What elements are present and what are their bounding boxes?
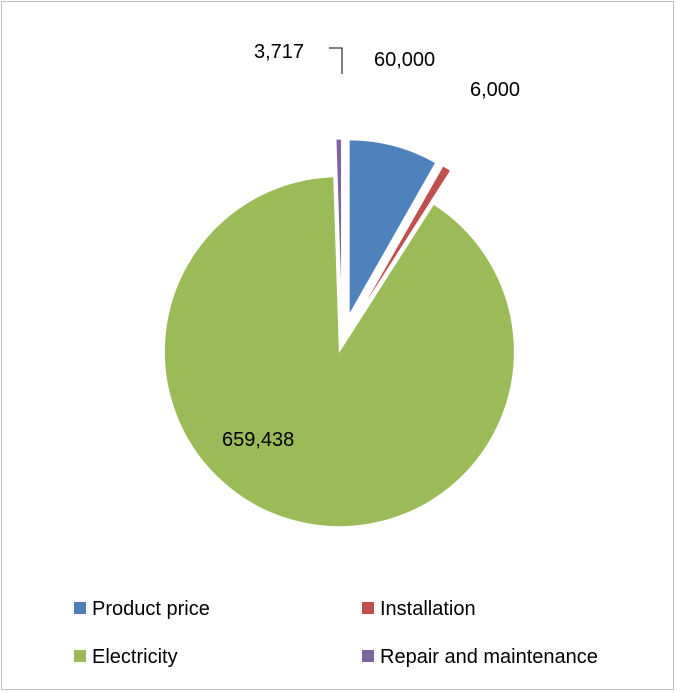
slice-electricity xyxy=(163,176,515,528)
slice-product-price xyxy=(348,139,437,317)
data-labels: 60,000 6,000 659,438 3,717 xyxy=(222,41,520,451)
slice-installation xyxy=(356,165,452,319)
legend-swatch-installation xyxy=(362,602,374,614)
legend-swatch-repair-and-maintenance xyxy=(362,650,374,662)
data-label-product-price: 60,000 xyxy=(374,49,435,71)
legend-swatch-product-price xyxy=(74,602,86,614)
legend-label-product-price: Product price xyxy=(92,598,210,620)
slice-repair-and-maintenance xyxy=(335,138,343,315)
data-label-repair-and-maintenance: 3,717 xyxy=(254,41,304,63)
legend-label-electricity: Electricity xyxy=(92,646,178,668)
data-label-electricity: 659,438 xyxy=(222,429,294,451)
legend-swatch-electricity xyxy=(74,650,86,662)
data-label-installation: 6,000 xyxy=(470,79,520,101)
leader-line-repair-and-maintenance xyxy=(329,47,343,74)
legend: Product price Installation Electricity Repa… xyxy=(74,598,598,668)
legend-label-repair-and-maintenance: Repair and maintenance xyxy=(380,646,598,668)
pie-slices xyxy=(163,138,515,528)
legend-label-installation: Installation xyxy=(380,598,476,620)
